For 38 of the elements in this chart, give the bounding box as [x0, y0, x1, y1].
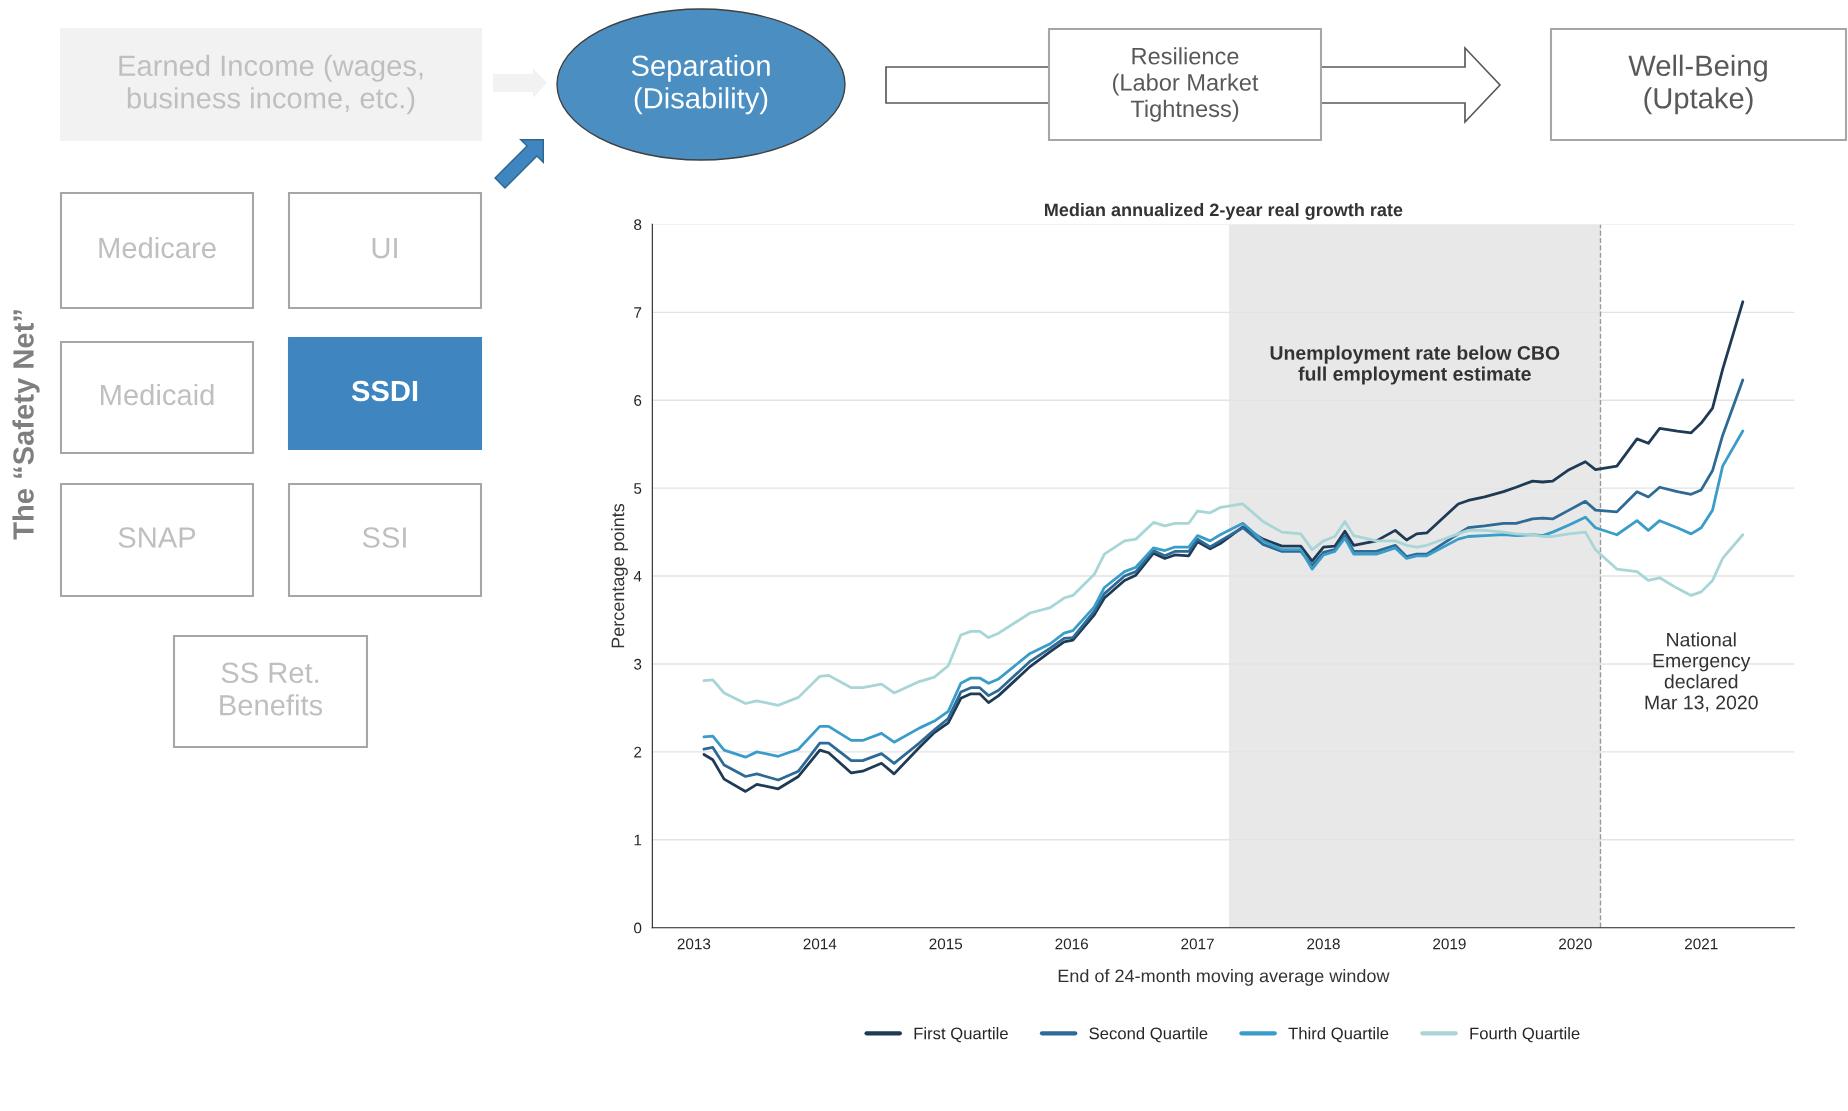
- x-tick-label: 2020: [1559, 938, 1592, 950]
- x-tick-label: 2018: [1307, 938, 1340, 950]
- text: Well-Being (Uptake): [1628, 54, 1767, 115]
- chart-title: Median annualized 2-year real growth rate: [1044, 203, 1403, 220]
- text: Medicare: [99, 236, 216, 259]
- x-tick-label: 2016: [1055, 938, 1088, 950]
- x-tick-label: 2021: [1685, 938, 1718, 950]
- text: SNAP: [118, 527, 196, 548]
- y-tick-label: 2: [634, 746, 642, 758]
- band-label: Unemployment rate below CBO full employment estimate: [1270, 345, 1560, 385]
- y-tick-label: 3: [634, 658, 642, 670]
- y-tick-label: 8: [634, 219, 642, 231]
- y-tick-label: 1: [634, 834, 642, 846]
- text: Separation (Disability): [631, 54, 770, 115]
- x-tick-label: 2014: [803, 938, 837, 950]
- legend-label: Fourth Quartile: [1470, 1027, 1580, 1043]
- y-axis-title: Percentage points: [611, 503, 628, 648]
- text: Resilience (Labor Market Tightness): [1112, 47, 1259, 122]
- x-tick-label: 2019: [1433, 938, 1466, 950]
- x-tick-label: 2015: [929, 938, 963, 950]
- x-tick-label: 2017: [1181, 938, 1214, 950]
- legend-label: Third Quartile: [1288, 1027, 1389, 1043]
- text: The “Safety Net”: [12, 310, 40, 540]
- legend-label: First Quartile: [914, 1027, 1008, 1043]
- y-tick-label: 6: [634, 395, 642, 406]
- text: Medicaid: [101, 383, 214, 406]
- y-tick-label: 7: [634, 307, 642, 318]
- y-tick-label: 0: [634, 922, 642, 934]
- x-tick-label: 2013: [677, 938, 711, 950]
- y-tick-label: 5: [634, 483, 642, 494]
- text: UI: [372, 237, 397, 259]
- legend-label: Second Quartile: [1089, 1027, 1208, 1043]
- text: SS Ret. Benefits: [220, 662, 323, 716]
- ref-line-label: National Emergency declared Mar 13, 2020: [1645, 632, 1758, 712]
- y-tick-label: 4: [633, 571, 642, 582]
- x-axis-title: End of 24-month moving average window: [1058, 969, 1390, 986]
- text: SSI: [362, 527, 406, 548]
- text: SSDI: [351, 380, 418, 402]
